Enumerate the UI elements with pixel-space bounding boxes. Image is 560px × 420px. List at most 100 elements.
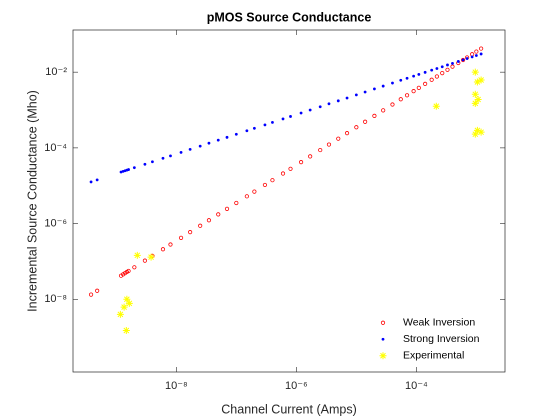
marker-circle [178, 235, 184, 240]
marker-dot [299, 111, 303, 115]
legend-label: Strong Inversion [403, 333, 480, 345]
marker-dot [308, 108, 312, 112]
marker-star [147, 253, 155, 261]
marker-dot [143, 162, 147, 166]
marker-circle [168, 242, 173, 247]
marker-circle [479, 46, 484, 51]
marker-dot [465, 57, 469, 60]
marker-circle [390, 102, 395, 107]
marker-star [125, 299, 133, 307]
marker-dot [234, 132, 238, 136]
marker-circle [434, 74, 440, 79]
marker-circle [188, 230, 193, 235]
marker-dot [179, 150, 183, 154]
marker-dot [423, 70, 427, 74]
marker-circle [280, 171, 286, 176]
marker-circle [198, 223, 203, 228]
marker-circle [474, 49, 479, 54]
marker-dot [381, 84, 385, 88]
marker-dot [89, 180, 93, 184]
marker-dot [373, 87, 376, 91]
marker-circle [398, 97, 403, 102]
x-axis-label: Channel Current (Amps) [221, 402, 356, 416]
marker-dot [225, 135, 229, 139]
marker-dot [318, 105, 322, 109]
marker-dot [327, 102, 331, 106]
marker-dot [399, 78, 403, 82]
marker-star [474, 95, 482, 103]
marker-circle [450, 64, 455, 69]
marker-dot [281, 117, 285, 121]
marker-dot [188, 147, 192, 151]
marker-dot [271, 120, 274, 124]
marker-dot [446, 63, 449, 67]
marker-star [471, 130, 479, 138]
marker-star [122, 326, 130, 334]
marker-dot [405, 76, 409, 80]
marker-circle [381, 108, 386, 113]
marker-circle [160, 247, 166, 252]
marker-circle [404, 93, 410, 98]
marker-dot [391, 81, 394, 85]
y-tick-label: 10⁻⁴ [44, 142, 67, 154]
chart-title: pMOS Source Conductance [207, 10, 372, 24]
marker-star [432, 102, 440, 110]
marker-circle [460, 57, 466, 63]
marker-star [133, 251, 141, 259]
marker-dot [336, 99, 340, 103]
marker-star [123, 295, 131, 303]
marker-dot [245, 129, 249, 133]
marker-circle [262, 182, 268, 188]
marker-dot [430, 68, 434, 72]
x-tick-label: 10⁻⁶ [285, 380, 308, 392]
legend-label: Weak Inversion [403, 317, 475, 329]
y-tick-label: 10⁻⁶ [44, 217, 67, 229]
marker-dot [289, 115, 292, 118]
marker-star [120, 303, 128, 311]
axes-box [72, 29, 506, 373]
marker-circle [423, 81, 428, 86]
marker-dot [479, 52, 483, 56]
marker-dot [412, 74, 416, 78]
marker-circle [244, 194, 249, 199]
marker-dot [198, 144, 202, 148]
marker-star [116, 310, 124, 318]
marker-dot [169, 154, 172, 158]
marker-circle [252, 189, 257, 194]
marker-star [473, 78, 481, 86]
marker-dot [435, 67, 439, 70]
marker-circle [440, 70, 445, 76]
marker-dot [363, 90, 367, 94]
marker-dot [381, 337, 385, 341]
marker-dot [263, 123, 267, 127]
marker-dot [161, 156, 165, 160]
marker-dot [440, 65, 444, 69]
y-axis-label: Incremental Source Conductance (Mho) [25, 90, 39, 312]
marker-circle [298, 160, 304, 165]
marker-dot [151, 160, 154, 164]
marker-circle [288, 166, 293, 171]
marker-star [471, 90, 479, 98]
marker-circle [132, 265, 137, 270]
marker-circle [308, 154, 313, 159]
marker-dot [461, 58, 465, 62]
marker-circle [88, 292, 94, 297]
marker-star [473, 126, 481, 134]
x-tick-label: 10⁻⁴ [405, 380, 428, 392]
marker-star [471, 68, 479, 76]
marker-dot [474, 54, 478, 57]
marker-circle [270, 178, 275, 183]
marker-circle [354, 125, 359, 130]
marker-circle [95, 288, 100, 293]
marker-dot [354, 93, 358, 97]
marker-dot [451, 61, 454, 65]
legend-label: Experimental [403, 350, 464, 362]
marker-circle [411, 89, 416, 94]
marker-dot [456, 60, 460, 63]
marker-star [471, 99, 479, 107]
marker-star [477, 76, 485, 84]
marker-dot [207, 141, 211, 145]
marker-dot [345, 96, 349, 100]
marker-circle [336, 136, 341, 141]
